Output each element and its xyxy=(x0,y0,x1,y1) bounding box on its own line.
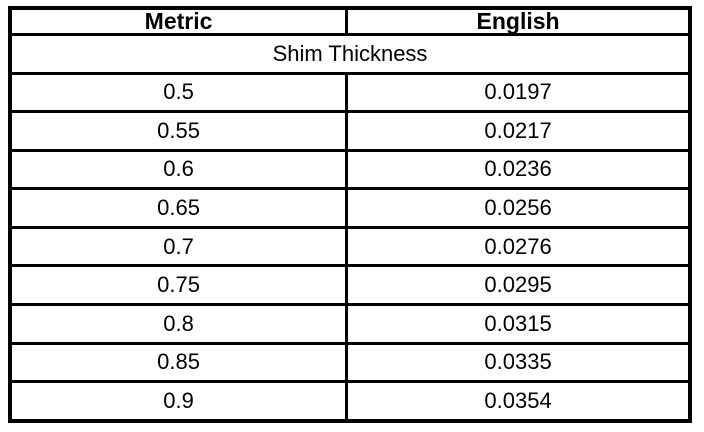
metric-cell: 0.7 xyxy=(8,225,349,268)
metric-cell: 0.65 xyxy=(8,187,349,229)
english-column-header: English xyxy=(345,6,692,36)
table-row: 0.8 0.0315 xyxy=(8,302,692,345)
metric-cell: 0.55 xyxy=(8,110,349,152)
table-row: 0.5 0.0197 xyxy=(8,71,692,114)
metric-cell: 0.85 xyxy=(8,341,349,384)
metric-cell: 0.9 xyxy=(8,380,349,423)
english-cell: 0.0236 xyxy=(345,148,692,191)
english-cell: 0.0197 xyxy=(345,71,692,114)
english-cell: 0.0276 xyxy=(345,225,692,268)
metric-column-header: Metric xyxy=(8,6,349,36)
english-cell: 0.0335 xyxy=(345,341,692,384)
metric-cell: 0.75 xyxy=(8,264,349,306)
section-header-cell: Shim Thickness xyxy=(8,33,692,75)
shim-thickness-table: Metric English Shim Thickness 0.5 0.0197 0… xyxy=(8,6,692,423)
table-row: 0.7 0.0276 xyxy=(8,225,692,268)
table-body: Shim Thickness 0.5 0.0197 0.55 0.0217 0.6 0.0… xyxy=(8,33,692,423)
section-header-row: Shim Thickness xyxy=(8,33,692,75)
table-row: 0.6 0.0236 xyxy=(8,148,692,191)
english-cell: 0.0315 xyxy=(345,302,692,345)
table-row: 0.85 0.0335 xyxy=(8,341,692,384)
table-row: 0.9 0.0354 xyxy=(8,380,692,423)
english-cell: 0.0256 xyxy=(345,187,692,229)
metric-cell: 0.8 xyxy=(8,302,349,345)
english-cell: 0.0354 xyxy=(345,380,692,423)
table-row: 0.75 0.0295 xyxy=(8,264,692,306)
column-header-row: Metric English xyxy=(8,6,692,36)
english-cell: 0.0295 xyxy=(345,264,692,306)
table-row: 0.65 0.0256 xyxy=(8,187,692,229)
table-row: 0.55 0.0217 xyxy=(8,110,692,152)
metric-cell: 0.6 xyxy=(8,148,349,191)
metric-cell: 0.5 xyxy=(8,71,349,114)
english-cell: 0.0217 xyxy=(345,110,692,152)
